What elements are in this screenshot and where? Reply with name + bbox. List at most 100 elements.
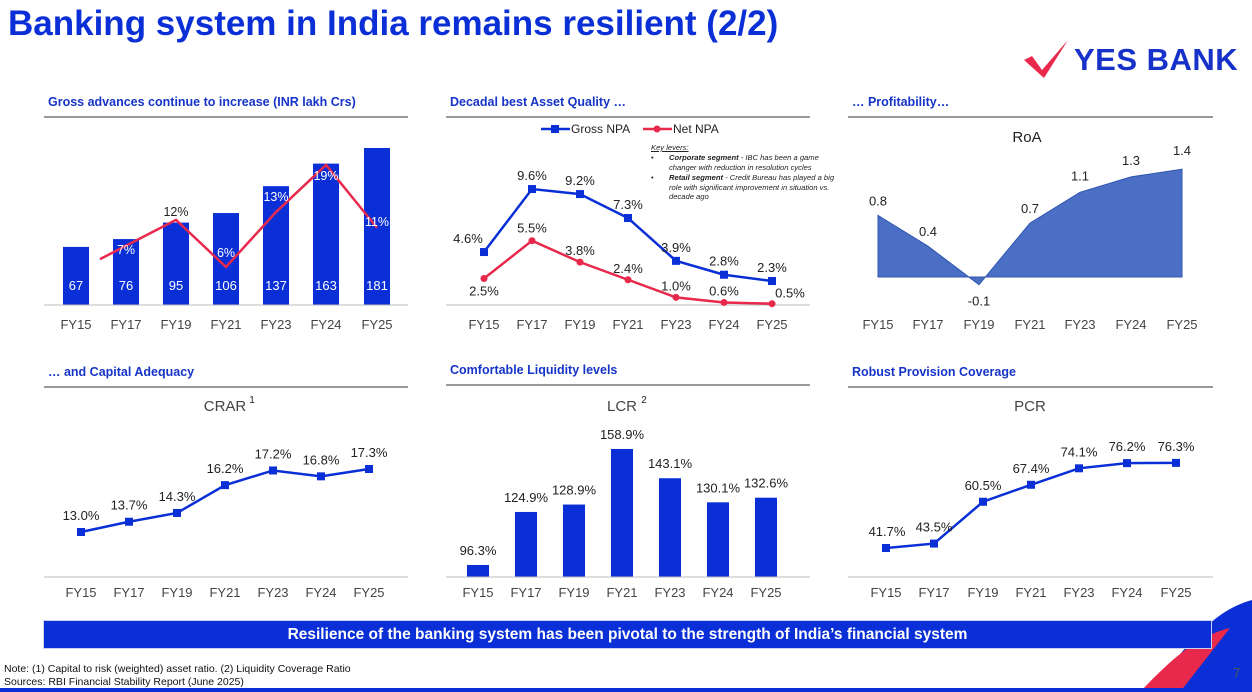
x-tick-label: FY24 xyxy=(1115,317,1146,332)
data-label: 3.8% xyxy=(565,243,595,258)
data-label: 5.5% xyxy=(517,221,547,236)
pcr-point xyxy=(930,539,938,548)
pcr-point xyxy=(882,544,890,552)
x-tick-label: FY17 xyxy=(113,585,144,600)
bar-value-label: 137 xyxy=(265,278,287,293)
superscript: 2 xyxy=(641,395,647,406)
net-npa-point xyxy=(480,275,488,282)
key-message-banner: Resilience of the banking system has bee… xyxy=(43,620,1212,649)
pcr-point xyxy=(1123,459,1131,468)
bar xyxy=(707,502,729,577)
x-tick-label: FY23 xyxy=(260,317,291,332)
x-tick-label: FY25 xyxy=(361,317,392,332)
data-label: 16.8% xyxy=(303,452,340,467)
crar-point xyxy=(77,528,85,536)
lever-text: - IBC has been a game changer with reduc… xyxy=(669,153,819,172)
pcr-point xyxy=(1172,458,1180,467)
x-tick-label: FY25 xyxy=(1166,317,1197,332)
chart-subtitle: RoA xyxy=(1012,129,1041,146)
x-tick-label: FY25 xyxy=(756,317,787,332)
net-npa-point xyxy=(672,293,680,301)
x-tick-label: FY19 xyxy=(558,585,589,600)
x-tick-label: FY17 xyxy=(918,585,949,600)
panel-title: … Profitability… xyxy=(852,95,949,109)
page-title: Banking system in India remains resilien… xyxy=(8,4,779,43)
lever-item: Retail segment - Credit Bureau has playe… xyxy=(651,173,841,201)
crar-point xyxy=(221,481,229,490)
crar-point xyxy=(173,508,181,517)
roa-area xyxy=(877,168,1183,286)
x-tick-label: FY19 xyxy=(161,585,192,600)
x-tick-label: FY21 xyxy=(1015,585,1046,600)
gross-npa-point xyxy=(672,256,680,265)
superscript: 1 xyxy=(249,395,255,406)
data-label: 3.9% xyxy=(661,240,691,255)
x-tick-label: FY21 xyxy=(209,585,240,600)
x-tick-label: FY15 xyxy=(870,585,901,600)
x-tick-label: FY24 xyxy=(310,317,341,332)
crar-point xyxy=(269,466,277,475)
bar-value-label: 76 xyxy=(119,278,133,293)
gross-npa-point xyxy=(624,214,632,223)
growth-label: 6% xyxy=(217,246,235,260)
growth-line xyxy=(99,163,378,269)
data-label: 9.6% xyxy=(517,168,547,183)
data-label: 2.3% xyxy=(757,260,787,275)
bar xyxy=(611,448,633,577)
panel-title: Robust Provision Coverage xyxy=(852,365,1016,379)
x-tick-label: FY25 xyxy=(750,585,781,600)
logo-text: YES BANK xyxy=(1074,42,1239,77)
data-label: 4.6% xyxy=(453,231,483,246)
x-tick-label: FY25 xyxy=(353,585,384,600)
data-label: 7.3% xyxy=(613,197,643,212)
data-label: 0.6% xyxy=(709,283,739,298)
data-label: 2.8% xyxy=(709,254,739,269)
data-label: 60.5% xyxy=(965,478,1002,493)
key-levers-note: Key levers: Corporate segment - IBC has … xyxy=(651,143,841,201)
x-tick-label: FY15 xyxy=(862,317,893,332)
key-levers-heading: Key levers: xyxy=(651,143,689,152)
legend-label: Net NPA xyxy=(673,122,719,136)
lever-text: - Credit Bureau has played a big role wi… xyxy=(669,173,835,202)
legend-gross-npa-marker xyxy=(551,125,559,133)
x-tick-label: FY19 xyxy=(564,317,595,332)
panel-title: … and Capital Adequacy xyxy=(48,365,194,379)
panel-title: Gross advances continue to increase (INR… xyxy=(48,95,356,109)
bar-value-label: 181 xyxy=(366,278,388,293)
x-tick-label: FY25 xyxy=(1160,585,1191,600)
growth-label: 7% xyxy=(117,243,135,257)
data-label: 74.1% xyxy=(1061,444,1098,459)
x-tick-label: FY23 xyxy=(1063,585,1094,600)
bar-value-label: 124.9% xyxy=(504,490,549,505)
x-tick-label: FY17 xyxy=(516,317,547,332)
net-npa-point xyxy=(624,276,632,284)
bar-value-label: 128.9% xyxy=(552,483,597,498)
bar xyxy=(563,504,585,577)
gross-npa-point xyxy=(576,190,584,199)
panel-title: Decadal best Asset Quality … xyxy=(450,95,626,109)
pcr-point xyxy=(979,497,987,506)
page-number: 7 xyxy=(1233,665,1241,680)
data-label: 76.3% xyxy=(1158,439,1195,454)
data-label: 67.4% xyxy=(1013,461,1050,476)
data-label: 76.2% xyxy=(1109,439,1146,454)
x-tick-label: FY23 xyxy=(257,585,288,600)
legend-label: Gross NPA xyxy=(571,122,630,136)
data-label: 16.2% xyxy=(207,461,244,476)
x-tick-label: FY23 xyxy=(660,317,691,332)
crar-point xyxy=(125,517,133,526)
pcr-point xyxy=(1027,480,1035,489)
bar xyxy=(263,186,289,305)
panel-title: Comfortable Liquidity levels xyxy=(450,363,617,377)
chart-subtitle: CRAR xyxy=(204,398,247,415)
bar xyxy=(515,511,537,577)
data-label: 0.8 xyxy=(869,193,887,208)
crar-point xyxy=(365,465,373,474)
source-text: Sources: RBI Financial Stability Report … xyxy=(4,676,244,688)
x-tick-label: FY15 xyxy=(468,317,499,332)
data-label: 14.3% xyxy=(159,489,196,504)
bar-value-label: 67 xyxy=(69,278,83,293)
yes-bank-logo: YES BANK xyxy=(1022,40,1244,80)
x-tick-label: FY21 xyxy=(1014,317,1045,332)
